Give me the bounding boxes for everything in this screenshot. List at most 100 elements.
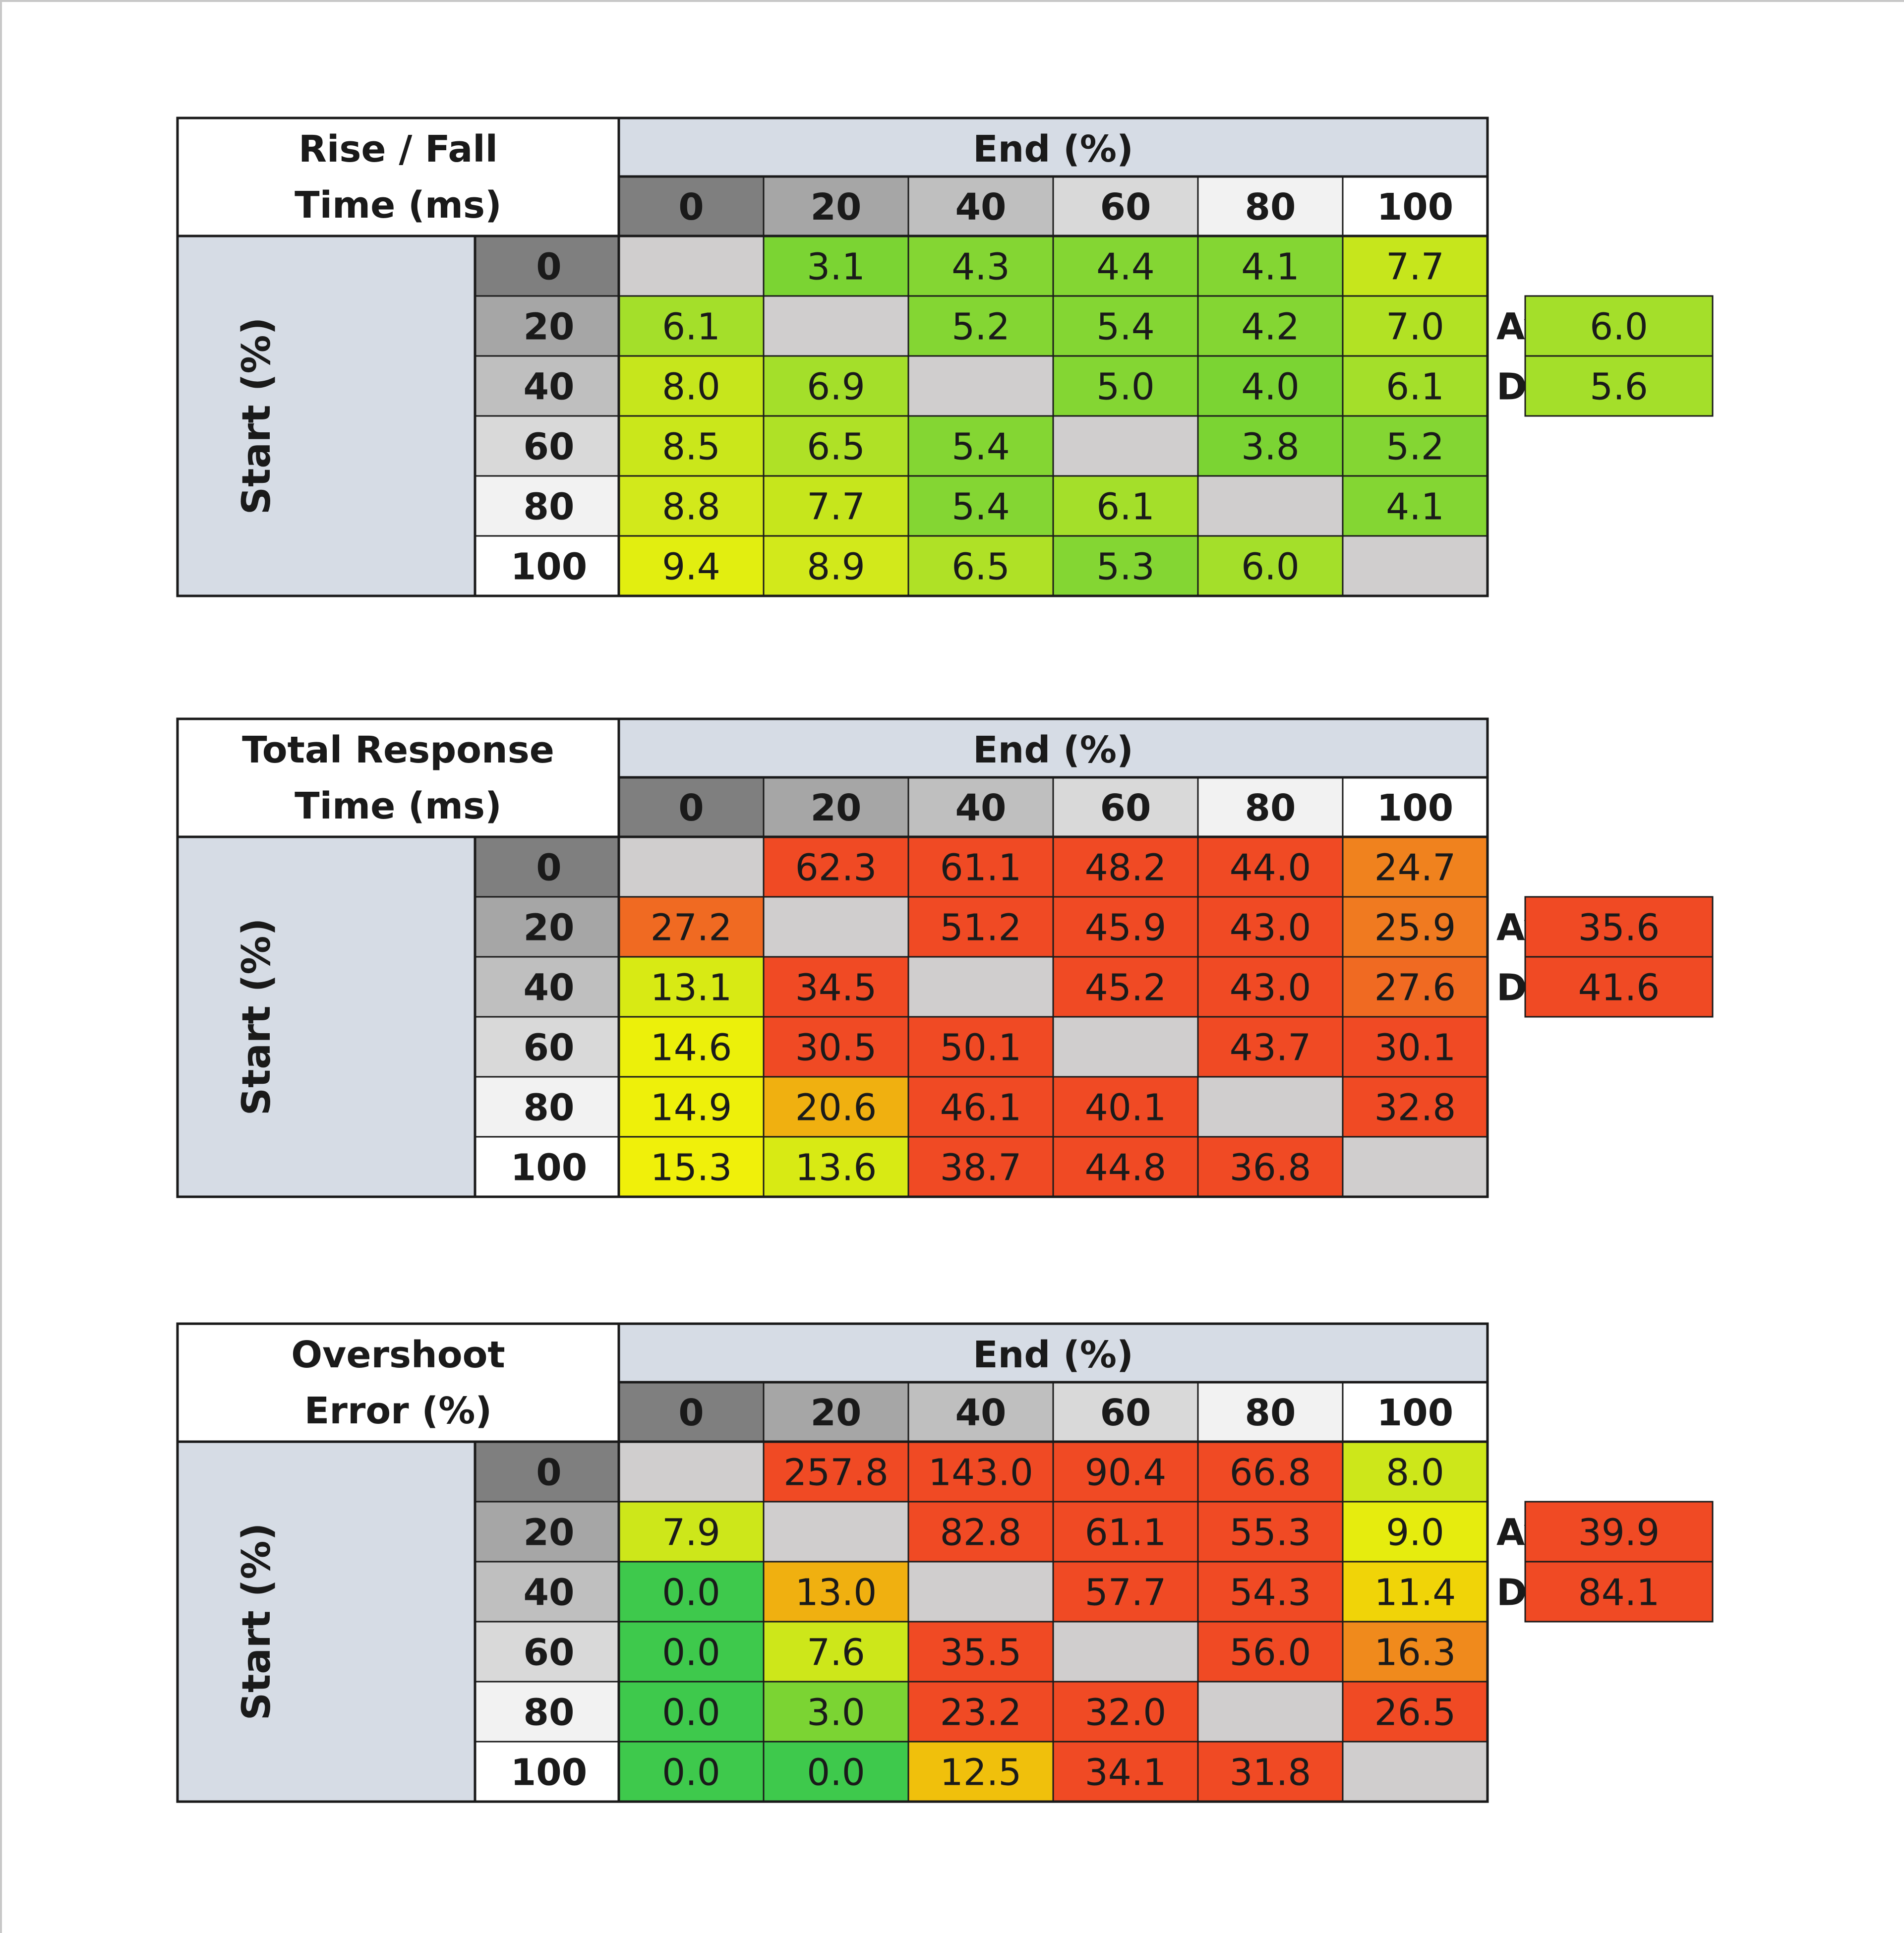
column-header-cell: [619, 1382, 764, 1442]
heat-cell: [1343, 296, 1488, 356]
cell-value: 143.0: [928, 1452, 1033, 1494]
cell-value: 32.0: [1085, 1692, 1167, 1734]
row-header-cell: [475, 1682, 619, 1742]
grid-lines-inner: [475, 777, 1488, 1197]
column-header-cell: [1053, 777, 1198, 837]
heat-cell: [1343, 1017, 1488, 1077]
row-header-cell: [475, 957, 619, 1017]
end-band: [619, 1324, 1488, 1382]
heat-cell: [1198, 416, 1343, 476]
summary-value: 6.0: [1590, 306, 1648, 349]
heat-cell: [1053, 1077, 1198, 1137]
row-header-cell: [475, 296, 619, 356]
heat-cell: [1198, 1442, 1343, 1502]
row-header-cell: [475, 416, 619, 476]
cell-value: 23.2: [940, 1692, 1022, 1734]
title-line-1: Overshoot: [291, 1334, 505, 1376]
cell-value: 36.8: [1230, 1147, 1311, 1189]
row-header-label: 60: [524, 426, 575, 469]
summary-box: [1524, 355, 1714, 417]
cell-value: 6.1: [662, 306, 720, 349]
cell-value: 5.2: [952, 306, 1010, 349]
column-header-cell: [908, 1382, 1053, 1442]
heat-cell: [764, 296, 908, 356]
heat-cell: [1343, 536, 1488, 596]
left-border: [0, 0, 2, 1933]
heat-cell: [1198, 236, 1343, 296]
column-header-label: 100: [1377, 787, 1453, 829]
cell-value: 8.5: [662, 426, 720, 469]
summary-value: 84.1: [1578, 1572, 1660, 1614]
row-header-cell: [475, 1137, 619, 1197]
heat-cell: [1198, 1077, 1343, 1137]
heat-cell: [908, 1742, 1053, 1802]
summary-value: 41.6: [1578, 967, 1660, 1009]
heat-cell: [1053, 1682, 1198, 1742]
cell-value: 40.1: [1085, 1087, 1167, 1129]
column-header-label: 100: [1377, 186, 1453, 229]
heat-cell: [1198, 1562, 1343, 1622]
heat-cell: [1343, 837, 1488, 897]
cell-value: 7.9: [662, 1512, 720, 1554]
row-header-label: 80: [524, 486, 575, 528]
cell-value: 48.2: [1085, 847, 1167, 889]
heat-cell: [908, 1502, 1053, 1562]
cell-value: 6.5: [807, 426, 865, 469]
column-header-cell: [1053, 1382, 1198, 1442]
heat-cell: [764, 236, 908, 296]
heat-cell: [1343, 1682, 1488, 1742]
heat-cell: [1343, 897, 1488, 957]
title-cell: [178, 719, 619, 837]
heat-cell: [619, 536, 764, 596]
row-header-label: 20: [524, 306, 575, 349]
cell-value: 7.0: [1386, 306, 1444, 349]
cell-value: 5.4: [1096, 306, 1155, 349]
row-header-cell: [475, 536, 619, 596]
cell-value: 90.4: [1085, 1452, 1167, 1494]
heat-cell: [619, 837, 764, 897]
cell-value: 5.3: [1096, 546, 1155, 588]
title-line-2: Time (ms): [295, 184, 502, 227]
heat-cell: [1198, 837, 1343, 897]
heat-cell: [908, 897, 1053, 957]
heatmap-overshoot-error-svg: Overshoot Error (%) End (%) 0 20 40 60 80 100 Sta…: [176, 1322, 1714, 1803]
heat-cell: [908, 536, 1053, 596]
summary-box: [1524, 956, 1714, 1018]
cell-value: 26.5: [1374, 1692, 1456, 1734]
heat-cell: [619, 1502, 764, 1562]
heat-cell: [764, 897, 908, 957]
cell-value: 35.5: [940, 1632, 1022, 1674]
heat-cell: [619, 476, 764, 536]
cell-value: 9.4: [662, 546, 720, 588]
outer-border: [176, 117, 1489, 597]
cell-value: 34.5: [795, 967, 877, 1009]
cell-value: 4.1: [1241, 246, 1300, 289]
cell-value: 6.1: [1096, 486, 1155, 528]
heat-cell: [764, 1442, 908, 1502]
cell-value: 24.7: [1374, 847, 1456, 889]
heat-cell: [1053, 536, 1198, 596]
cell-value: 8.0: [1386, 1452, 1444, 1494]
heat-cell: [1053, 476, 1198, 536]
heat-cell: [1343, 1502, 1488, 1562]
cell-value: 4.0: [1241, 366, 1300, 409]
column-header-label: 60: [1100, 186, 1151, 229]
cell-value: 16.3: [1374, 1632, 1456, 1674]
heat-cell: [1053, 897, 1198, 957]
summary-value: 35.6: [1578, 907, 1660, 949]
cell-value: 66.8: [1230, 1452, 1311, 1494]
cell-value: 0.0: [662, 1752, 720, 1794]
row-header-cell: [475, 1017, 619, 1077]
cell-value: 57.7: [1085, 1572, 1167, 1614]
heat-cell: [1053, 957, 1198, 1017]
cell-value: 4.3: [952, 246, 1010, 289]
heat-cell: [619, 1137, 764, 1197]
title-line-1: Rise / Fall: [298, 128, 498, 171]
heat-cell: [1343, 356, 1488, 416]
cell-value: 30.1: [1374, 1027, 1456, 1069]
y-axis-label: Start (%): [235, 918, 279, 1115]
cell-value: 5.4: [952, 486, 1010, 528]
grid-lines-inner: [475, 176, 1488, 596]
cell-value: 8.9: [807, 546, 865, 588]
